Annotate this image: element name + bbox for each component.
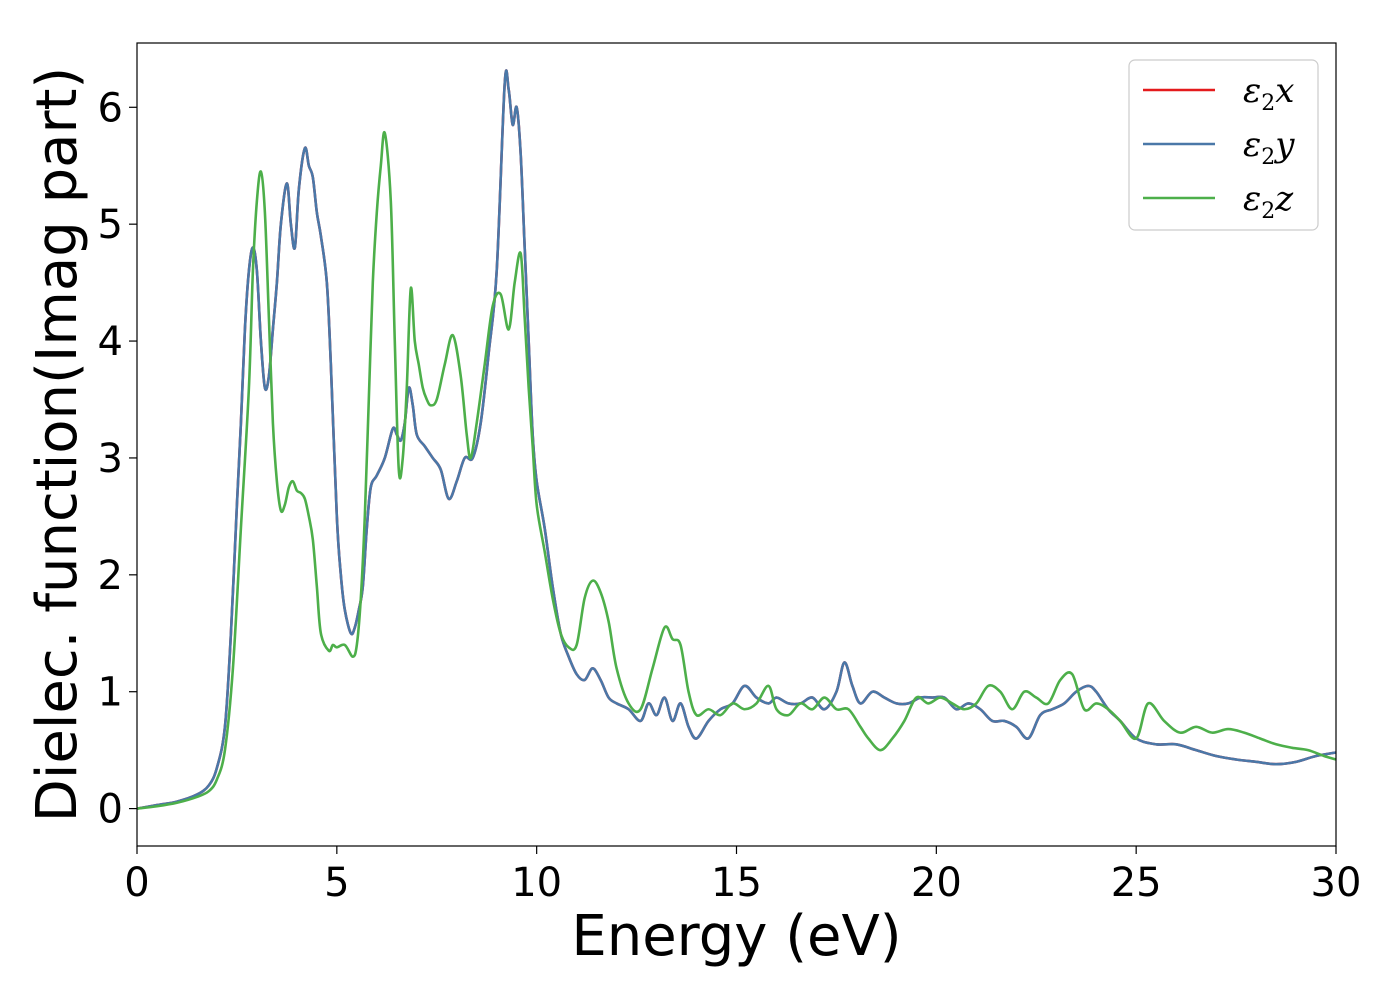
legend-label-x: ε2x <box>1243 71 1294 116</box>
legend-label-y: ε2y <box>1243 125 1295 170</box>
x-tick-label: 0 <box>124 860 149 906</box>
series-line-z <box>136 130 1337 810</box>
x-axis: 0 5 10 15 20 25 30 <box>124 846 1361 906</box>
x-tick-label: 10 <box>511 860 562 906</box>
x-axis-title: Energy (eV) <box>571 904 901 969</box>
y-tick-label: 1 <box>98 670 123 716</box>
y-tick-label: 4 <box>98 319 123 365</box>
series-lines <box>136 69 1337 810</box>
y-axis-title: Dielec. function(Imag part) <box>25 67 90 823</box>
y-axis: 0 1 2 3 4 5 6 <box>98 85 137 833</box>
y-tick-label: 5 <box>98 202 123 248</box>
y-tick-label: 2 <box>98 553 123 599</box>
legend-label-z: ε2z <box>1243 179 1294 224</box>
x-tick-label: 20 <box>911 860 962 906</box>
y-tick-label: 6 <box>98 85 123 131</box>
legend: ε2x ε2y ε2z <box>1128 59 1319 231</box>
y-tick-label: 3 <box>98 436 123 482</box>
x-tick-label: 30 <box>1311 860 1362 906</box>
y-tick-label: 0 <box>98 787 123 833</box>
x-tick-label: 25 <box>1111 860 1162 906</box>
x-tick-label: 5 <box>324 860 349 906</box>
series-line-y <box>136 69 1337 810</box>
legend-box <box>1128 59 1319 231</box>
x-tick-label: 15 <box>711 860 762 906</box>
